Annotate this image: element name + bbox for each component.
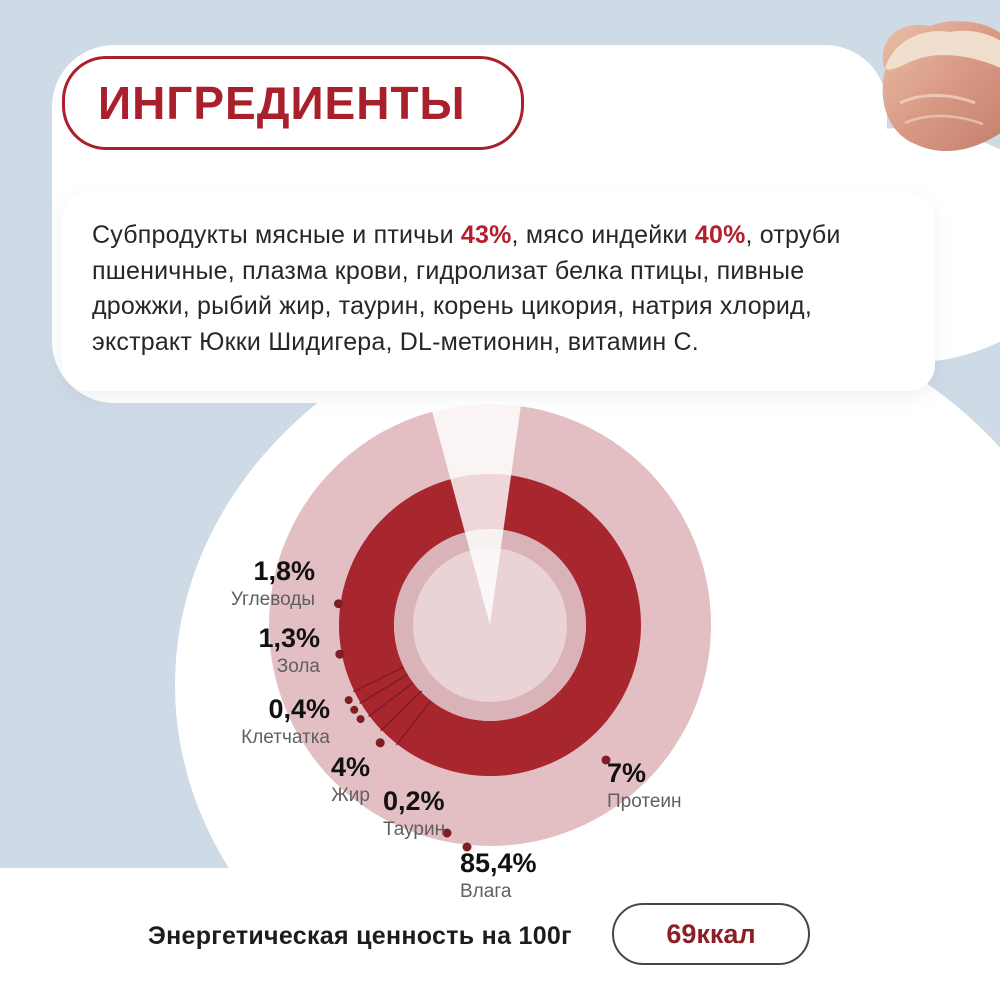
ingredients-text: , мясо индейки [511, 221, 695, 249]
chart-dot-kletchatka-2 [350, 705, 359, 714]
chart-label-uglevody: 1,8% Углеводы [150, 556, 315, 612]
chart-category: Протеин [607, 791, 682, 812]
energy-value-label: Энергетическая ценность на 100г [148, 922, 572, 950]
header-frame: ИНГРЕДИЕНТЫ [62, 56, 524, 150]
chart-value: 7% [607, 758, 647, 788]
chart-dot-taurin [442, 828, 452, 838]
chart-label-kletchatka: 0,4% Клетчатка [160, 694, 330, 750]
chart-marker-dots [334, 599, 611, 852]
chart-dot-zola [335, 649, 345, 659]
chart-dot-kletchatka-1 [344, 696, 353, 705]
chart-segment-dividers [353, 666, 432, 746]
nutrition-chart [269, 402, 711, 852]
chart-label-taurin: 0,2% Таурин [383, 786, 533, 842]
chart-category: Таурин [383, 819, 446, 840]
chart-category: Углеводы [230, 589, 315, 610]
chart-label-zhir: 4% Жир [250, 752, 370, 808]
kcal-badge: 69ккал [612, 903, 810, 965]
ingredients-text: Субпродукты мясные и птичьи [92, 221, 461, 249]
meat-photo [882, 21, 1000, 152]
chart-value: 0,4% [268, 694, 330, 724]
chart-value: 85,4% [460, 848, 537, 878]
chart-label-vlaga: 85,4% Влага [460, 848, 620, 904]
chart-dot-zhir [375, 738, 385, 748]
chart-value: 4% [330, 752, 370, 782]
chart-category: Зола [276, 656, 320, 677]
chart-value: 1,3% [258, 623, 320, 653]
chart-category: Жир [331, 785, 370, 806]
chart-label-protein: 7% Протеин [607, 758, 757, 814]
chart-category: Клетчатка [241, 727, 330, 748]
ingredient-highlight-40: 40% [694, 221, 746, 249]
ingredients-text: , отруби пшеничные, плазма крови, гидрол… [92, 221, 841, 356]
chart-dot-kletchatka-3 [356, 715, 365, 724]
background-blob-bottom [0, 868, 1000, 1001]
chart-value: 1,8% [253, 556, 315, 586]
chart-dot-vlaga [462, 842, 472, 852]
chart-dot-uglevody [334, 599, 343, 609]
kcal-value: 69ккал [666, 918, 756, 949]
chart-value: 0,2% [383, 786, 445, 816]
chart-label-zola: 1,3% Зола [165, 623, 320, 679]
ingredients-card: Субпродукты мясные и птичьи 43%, мясо ин… [62, 193, 935, 391]
ingredient-highlight-43: 43% [460, 221, 512, 249]
page-title: ИНГРЕДИЕНТЫ [98, 77, 466, 129]
chart-dot-protein [601, 755, 611, 765]
chart-donut-ring [338, 473, 641, 777]
chart-wedge [432, 402, 521, 625]
chart-category: Влага [460, 881, 512, 902]
